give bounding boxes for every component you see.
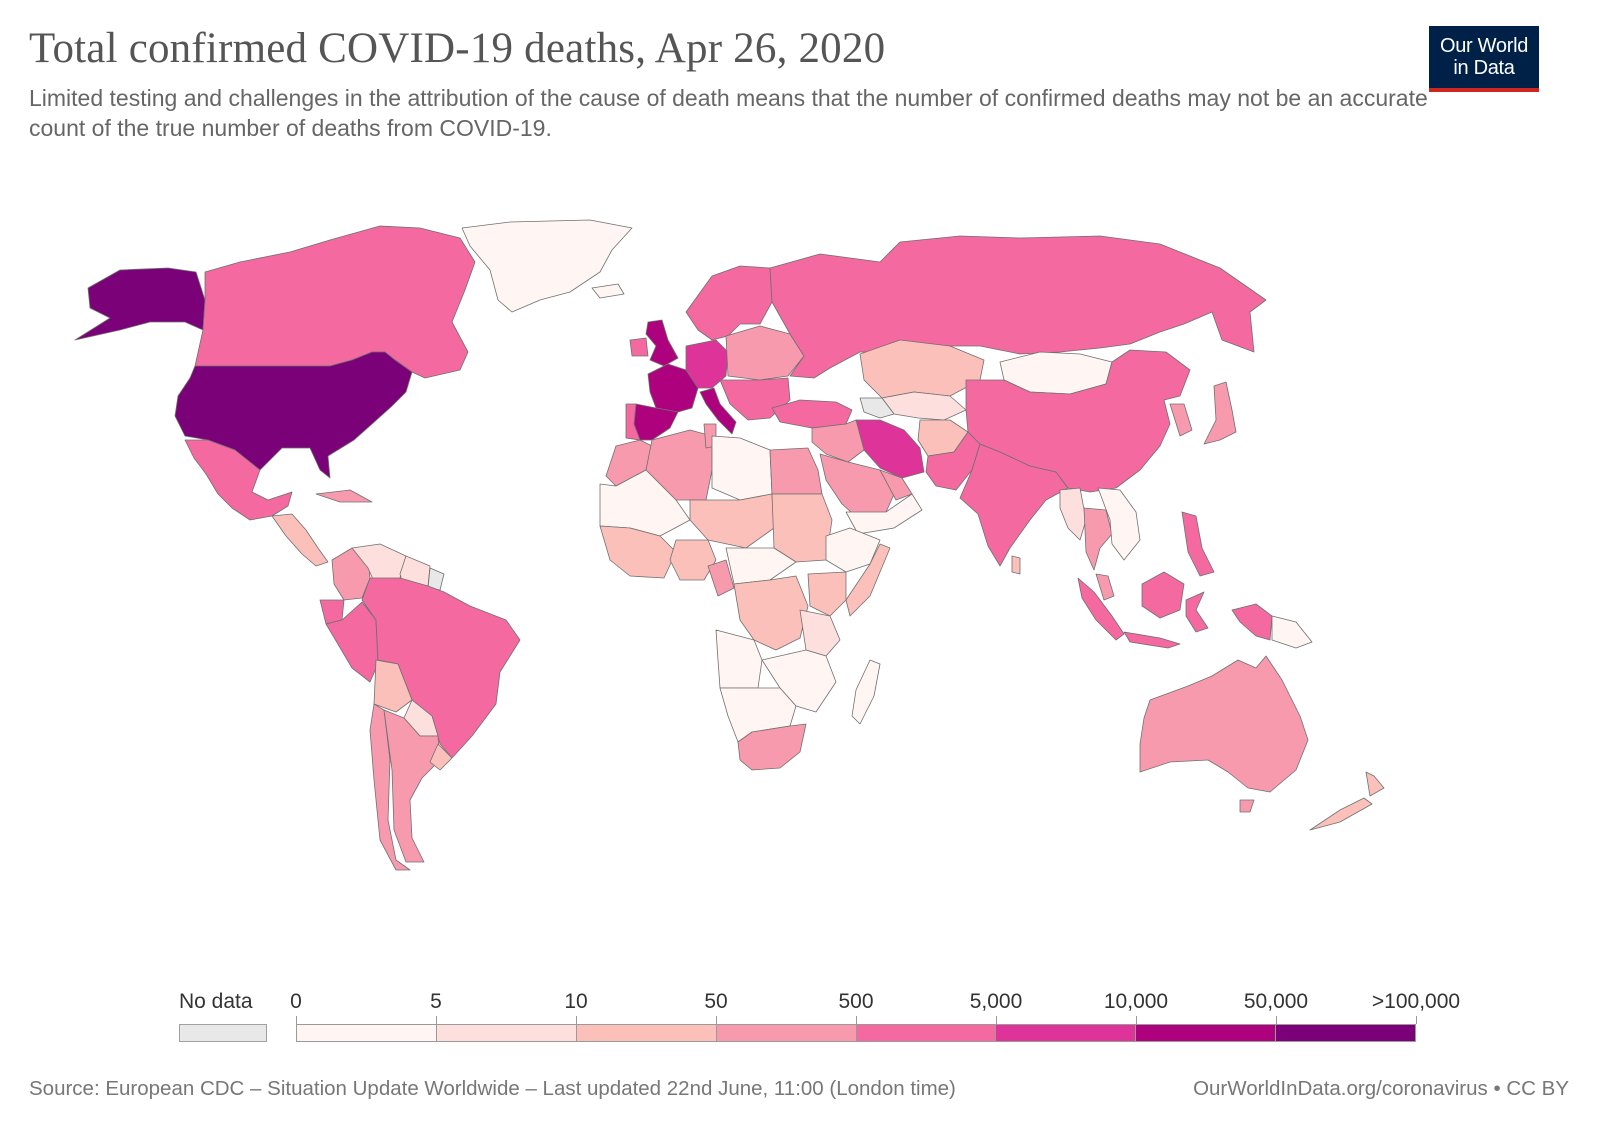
legend-bin-1[interactable] (436, 1025, 577, 1041)
color-legend: No data 0 5 10 50 500 5,000 10,000 50,000 >100,0… (179, 990, 1461, 1042)
region-germany-benelux[interactable] (685, 339, 729, 389)
legend-bin-6[interactable] (1136, 1025, 1277, 1041)
legend-bin-7[interactable] (1276, 1025, 1415, 1041)
region-thailand[interactable] (1083, 507, 1113, 571)
region-sri-lanka[interactable] (1011, 555, 1021, 575)
region-bolivia[interactable] (373, 659, 413, 713)
region-indochina[interactable] (1097, 487, 1141, 561)
legend-tick-label: 50 (704, 990, 728, 1013)
region-france[interactable] (647, 363, 699, 413)
region-iran[interactable] (855, 419, 925, 479)
region-china[interactable] (965, 349, 1191, 493)
legend-bin-0[interactable] (297, 1025, 437, 1041)
legend-tick-label: >100,000 (1371, 990, 1461, 1013)
no-data-label: No data (179, 990, 253, 1013)
region-italy[interactable] (699, 387, 737, 435)
region-tasmania[interactable] (1239, 799, 1255, 813)
legend-tick-mark (576, 1016, 577, 1024)
region-japan[interactable] (1203, 381, 1237, 445)
region-dr-congo[interactable] (733, 575, 809, 651)
color-scale[interactable] (296, 1024, 1416, 1042)
region-kazakhstan[interactable] (859, 339, 985, 399)
region-central-african-republic[interactable] (725, 547, 797, 585)
region-new-zealand-north[interactable] (1365, 771, 1385, 797)
region-portugal[interactable] (625, 403, 641, 441)
region-cuba[interactable] (315, 489, 373, 503)
owid-logo[interactable]: Our World in Data (1429, 26, 1539, 92)
region-south-africa[interactable] (737, 723, 807, 771)
region-new-zealand-south[interactable] (1309, 797, 1373, 831)
region-russia[interactable] (769, 235, 1267, 379)
region-scandinavia[interactable] (685, 265, 773, 341)
credit-link[interactable]: OurWorldInData.org/coronavirus • CC BY (1193, 1077, 1569, 1100)
region-central-america[interactable] (271, 513, 329, 567)
legend-tick-label: 0 (290, 990, 302, 1013)
region-egypt[interactable] (769, 447, 823, 495)
logo-line-1: Our World (1439, 35, 1529, 57)
region-sudan[interactable] (771, 493, 833, 563)
region-ireland[interactable] (629, 337, 649, 357)
region-java[interactable] (1123, 631, 1181, 649)
region-chile[interactable] (369, 703, 411, 871)
chart-title: Total confirmed COVID-19 deaths, Apr 26,… (29, 25, 886, 72)
legend-tick-mark (856, 1016, 857, 1024)
region-turkey[interactable] (771, 399, 853, 429)
source-note: Source: European CDC – Situation Update … (29, 1077, 956, 1100)
region-malaysia[interactable] (1095, 573, 1115, 601)
region-sulawesi[interactable] (1185, 591, 1209, 633)
legend-tick-label: 5,000 (969, 990, 1023, 1013)
region-cameroon[interactable] (707, 559, 735, 597)
logo-line-2: in Data (1453, 57, 1515, 79)
legend-bin-5[interactable] (996, 1025, 1137, 1041)
legend-tick-mark (1136, 1016, 1137, 1024)
region-caucasus[interactable] (859, 397, 895, 419)
region-nigeria[interactable] (669, 539, 717, 581)
region-usa[interactable] (174, 351, 413, 479)
no-data-swatch[interactable] (179, 1024, 267, 1042)
region-iceland[interactable] (591, 283, 625, 299)
region-niger-chad[interactable] (689, 493, 775, 549)
region-greenland[interactable] (461, 219, 633, 313)
region-west-africa-coast[interactable] (599, 525, 677, 579)
region-french-guiana[interactable] (427, 567, 445, 591)
legend-tick-label: 5 (430, 990, 442, 1013)
legend-tick-mark (1416, 1016, 1417, 1024)
legend-tick-label: 50,000 (1243, 990, 1309, 1013)
region-central-asia[interactable] (881, 391, 967, 421)
region-australia[interactable] (1139, 655, 1309, 793)
legend-tick-mark (1276, 1016, 1277, 1024)
region-uruguay[interactable] (429, 743, 453, 771)
region-papua-new-guinea[interactable] (1271, 615, 1313, 649)
region-borneo[interactable] (1141, 571, 1185, 619)
chart-subtitle: Limited testing and challenges in the at… (29, 85, 1428, 141)
region-argentina[interactable] (383, 709, 441, 863)
region-madagascar[interactable] (851, 659, 881, 725)
legend-tick-label: 10 (564, 990, 588, 1013)
region-myanmar[interactable] (1059, 487, 1087, 541)
legend-bin-4[interactable] (856, 1025, 997, 1041)
region-canada[interactable] (194, 225, 476, 379)
region-philippines[interactable] (1181, 511, 1215, 577)
legend-tick-mark (436, 1016, 437, 1024)
legend-tick-mark (996, 1016, 997, 1024)
legend-tick-mark (296, 1016, 297, 1024)
legend-bin-3[interactable] (716, 1025, 857, 1041)
region-korea[interactable] (1169, 403, 1193, 437)
legend-bin-2[interactable] (576, 1025, 717, 1041)
region-kenya[interactable] (807, 571, 847, 617)
region-iraq-syria[interactable] (811, 419, 865, 463)
legend-tick-label: 10,000 (1103, 990, 1169, 1013)
region-tanzania[interactable] (799, 609, 841, 657)
legend-tick-mark (716, 1016, 717, 1024)
region-mexico[interactable] (184, 439, 293, 521)
region-somalia[interactable] (845, 543, 891, 617)
region-alaska[interactable] (74, 267, 206, 341)
region-central-eastern-europe[interactable] (725, 325, 805, 381)
world-map[interactable] (0, 0, 1600, 980)
legend-tick-label: 500 (838, 990, 874, 1013)
region-sumatra[interactable] (1077, 577, 1125, 641)
region-libya[interactable] (711, 435, 773, 501)
region-new-guinea[interactable] (1231, 603, 1273, 641)
region-uk[interactable] (645, 319, 679, 367)
